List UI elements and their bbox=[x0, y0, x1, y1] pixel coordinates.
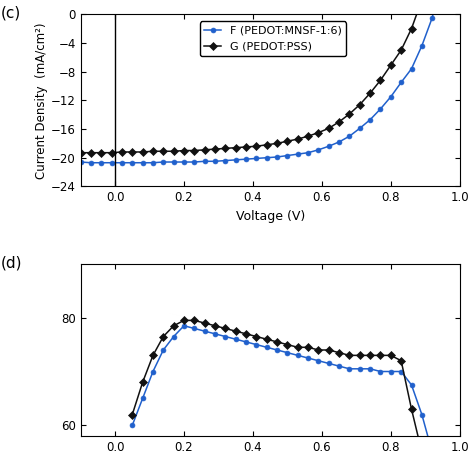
F (PEDOT:MNSF-1:6) bbox=[78, 159, 83, 165]
G (PEDOT:PSS) bbox=[161, 148, 166, 154]
G (PEDOT:PSS) bbox=[336, 119, 342, 125]
G (PEDOT:PSS) bbox=[233, 145, 238, 151]
G (PEDOT:PSS) bbox=[284, 138, 290, 144]
G (PEDOT:PSS) bbox=[378, 77, 383, 83]
F (PEDOT:MNSF-1:6) bbox=[398, 80, 404, 85]
G (PEDOT:PSS) bbox=[254, 144, 259, 149]
F (PEDOT:MNSF-1:6) bbox=[419, 43, 425, 49]
G (PEDOT:PSS) bbox=[222, 146, 228, 151]
G (PEDOT:PSS) bbox=[243, 144, 249, 150]
G (PEDOT:PSS) bbox=[191, 148, 197, 154]
G (PEDOT:PSS) bbox=[305, 133, 311, 139]
G (PEDOT:PSS) bbox=[316, 130, 321, 136]
F (PEDOT:MNSF-1:6) bbox=[367, 117, 373, 122]
F (PEDOT:MNSF-1:6) bbox=[357, 126, 363, 131]
F (PEDOT:MNSF-1:6) bbox=[109, 160, 114, 165]
Line: G (PEDOT:PSS): G (PEDOT:PSS) bbox=[78, 0, 435, 155]
F (PEDOT:MNSF-1:6) bbox=[99, 160, 104, 165]
F (PEDOT:MNSF-1:6) bbox=[191, 159, 197, 165]
X-axis label: Voltage (V): Voltage (V) bbox=[236, 210, 305, 223]
F (PEDOT:MNSF-1:6) bbox=[409, 66, 414, 72]
F (PEDOT:MNSF-1:6) bbox=[378, 106, 383, 112]
F (PEDOT:MNSF-1:6) bbox=[295, 151, 301, 157]
Legend: F (PEDOT:MNSF-1:6), G (PEDOT:PSS): F (PEDOT:MNSF-1:6), G (PEDOT:PSS) bbox=[200, 21, 346, 56]
F (PEDOT:MNSF-1:6) bbox=[274, 154, 280, 160]
Text: (c): (c) bbox=[1, 6, 21, 20]
F (PEDOT:MNSF-1:6) bbox=[222, 158, 228, 164]
F (PEDOT:MNSF-1:6) bbox=[305, 150, 311, 155]
G (PEDOT:PSS) bbox=[212, 146, 218, 152]
G (PEDOT:PSS) bbox=[388, 62, 394, 68]
G (PEDOT:PSS) bbox=[274, 140, 280, 146]
F (PEDOT:MNSF-1:6) bbox=[264, 155, 270, 161]
F (PEDOT:MNSF-1:6) bbox=[140, 160, 146, 165]
G (PEDOT:PSS) bbox=[99, 150, 104, 155]
G (PEDOT:PSS) bbox=[150, 148, 156, 154]
G (PEDOT:PSS) bbox=[202, 147, 208, 153]
G (PEDOT:PSS) bbox=[367, 90, 373, 96]
F (PEDOT:MNSF-1:6) bbox=[346, 133, 352, 139]
G (PEDOT:PSS) bbox=[357, 102, 363, 108]
G (PEDOT:PSS) bbox=[140, 149, 146, 155]
G (PEDOT:PSS) bbox=[119, 149, 125, 155]
F (PEDOT:MNSF-1:6) bbox=[88, 160, 94, 165]
G (PEDOT:PSS) bbox=[419, 0, 425, 3]
F (PEDOT:MNSF-1:6) bbox=[150, 160, 156, 165]
F (PEDOT:MNSF-1:6) bbox=[284, 153, 290, 158]
F (PEDOT:MNSF-1:6) bbox=[181, 159, 187, 165]
F (PEDOT:MNSF-1:6) bbox=[233, 157, 238, 163]
G (PEDOT:PSS) bbox=[295, 136, 301, 142]
Line: F (PEDOT:MNSF-1:6): F (PEDOT:MNSF-1:6) bbox=[78, 0, 445, 165]
F (PEDOT:MNSF-1:6) bbox=[129, 160, 135, 165]
F (PEDOT:MNSF-1:6) bbox=[212, 158, 218, 164]
F (PEDOT:MNSF-1:6) bbox=[326, 144, 332, 149]
Text: (d): (d) bbox=[1, 255, 22, 270]
G (PEDOT:PSS) bbox=[264, 142, 270, 147]
G (PEDOT:PSS) bbox=[88, 150, 94, 155]
G (PEDOT:PSS) bbox=[326, 126, 332, 131]
F (PEDOT:MNSF-1:6) bbox=[429, 15, 435, 21]
G (PEDOT:PSS) bbox=[109, 150, 114, 155]
F (PEDOT:MNSF-1:6) bbox=[316, 147, 321, 153]
F (PEDOT:MNSF-1:6) bbox=[202, 158, 208, 164]
G (PEDOT:PSS) bbox=[346, 111, 352, 117]
F (PEDOT:MNSF-1:6) bbox=[388, 94, 394, 100]
F (PEDOT:MNSF-1:6) bbox=[254, 155, 259, 161]
F (PEDOT:MNSF-1:6) bbox=[171, 159, 176, 165]
F (PEDOT:MNSF-1:6) bbox=[119, 160, 125, 165]
G (PEDOT:PSS) bbox=[171, 148, 176, 154]
G (PEDOT:PSS) bbox=[398, 47, 404, 53]
Y-axis label: Current Density  (mA/cm²): Current Density (mA/cm²) bbox=[35, 22, 48, 179]
F (PEDOT:MNSF-1:6) bbox=[243, 156, 249, 162]
G (PEDOT:PSS) bbox=[78, 150, 83, 155]
F (PEDOT:MNSF-1:6) bbox=[336, 139, 342, 145]
F (PEDOT:MNSF-1:6) bbox=[161, 159, 166, 165]
G (PEDOT:PSS) bbox=[129, 149, 135, 155]
G (PEDOT:PSS) bbox=[181, 148, 187, 154]
G (PEDOT:PSS) bbox=[409, 26, 414, 31]
